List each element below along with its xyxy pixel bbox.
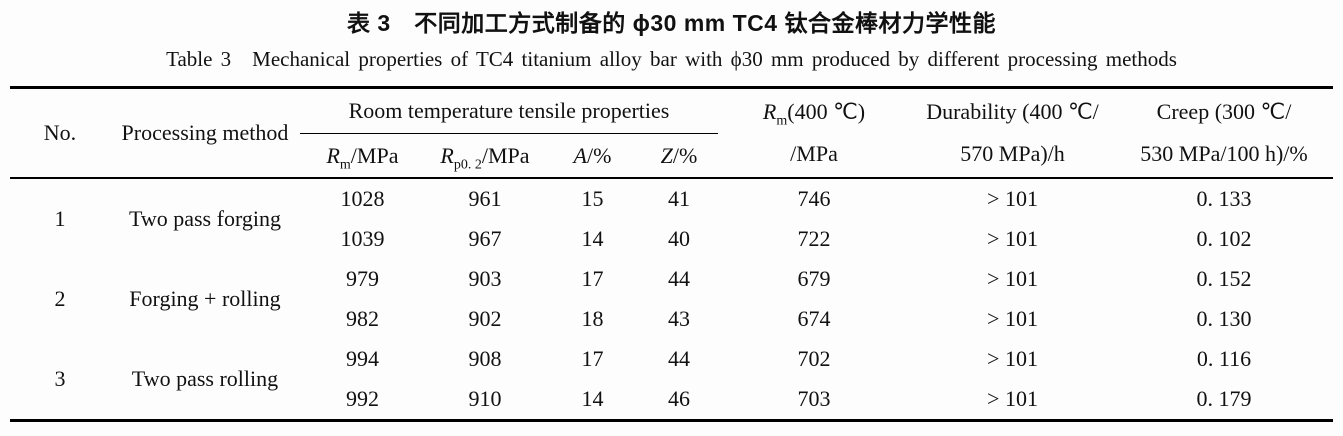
cell-durability: > 101 [987,346,1038,371]
rm-symbol: R [326,142,340,168]
header-rm: Rm/MPa [299,133,425,179]
cell-creep: 0. 130 [1196,306,1252,331]
cell-durability: > 101 [987,266,1038,291]
cell-rm: 994 [345,346,379,371]
header-reduction: Z/% [639,133,719,179]
z-unit: /% [672,142,698,168]
header-rm-400-line1: Rm(400 ℃) [718,91,910,133]
cell-durability: > 101 [987,226,1038,251]
cell-reduction: 40 [667,226,690,251]
cell-reduction: 44 [667,266,690,291]
cell-elongation: 14 [581,386,604,411]
cell-elongation: 18 [581,306,604,331]
rm-400-condition: (400 ℃) [787,99,866,124]
cell-processing-method: Forging + rolling [129,286,281,311]
table-row: 2 Forging + rolling 979 903 17 44 679 > … [10,259,1333,311]
header-rm-400: Rm(400 ℃) /MPa [718,87,911,179]
header-elongation: A/% [544,133,640,179]
cell-rm: 992 [345,386,379,411]
header-creep-line2: 530 MPa/100 h)/% [1140,141,1308,166]
table-row: 1039 967 14 40 722 > 101 0. 102 [10,219,1333,259]
rp02-subscript: p0. 2 [453,156,482,172]
cell-rp02: 961 [468,186,502,211]
table-row: 1 Two pass forging 1028 961 15 41 746 > … [10,178,1333,231]
cell-rp02: 967 [468,226,502,251]
cell-no: 1 [54,206,66,231]
header-no: No. [9,87,110,179]
cell-rm-400: 674 [797,306,831,331]
cell-rp02: 910 [468,386,502,411]
cell-rm-400: 679 [797,266,831,291]
header-creep-line1: Creep (300 ℃/ [1156,99,1292,124]
cell-rp02: 908 [468,346,502,371]
cell-rm: 979 [345,266,379,291]
cell-creep: 0. 133 [1196,186,1252,211]
table-row: 992 910 14 46 703 > 101 0. 179 [10,379,1333,421]
table-row: 982 902 18 43 674 > 101 0. 130 [10,299,1333,339]
header-row-2: Rm/MPa Rp0. 2/MPa A/% Z/% [10,133,1333,179]
header-rp02: Rp0. 2/MPa [424,133,545,179]
cell-elongation: 15 [581,186,604,211]
cell-rm-400: 722 [797,226,831,251]
cell-elongation: 14 [581,226,604,251]
cell-no: 2 [54,286,66,311]
header-processing-method: Processing method [109,87,300,179]
cell-rm-400: 702 [797,346,831,371]
cell-creep: 0. 116 [1196,346,1252,371]
cell-creep: 0. 102 [1196,226,1252,251]
cell-rp02: 903 [468,266,502,291]
header-rm-400-line2: /MPa [790,141,838,166]
rm-subscript: m [776,113,788,129]
header-room-temp-group: Room temperature tensile properties [299,87,719,134]
cell-reduction: 43 [667,306,690,331]
rp02-unit: /MPa [481,142,530,168]
cell-rm-400: 746 [797,186,831,211]
cell-reduction: 44 [667,346,690,371]
table-title-english: Table 3 Mechanical properties of TC4 tit… [166,47,1177,71]
cell-creep: 0. 179 [1196,386,1252,411]
rm-symbol: R [762,99,777,124]
header-durability-line1: Durability (400 ℃/ [926,99,1099,124]
a-unit: /% [586,142,612,168]
cell-processing-method: Two pass rolling [131,366,279,391]
header-durability: Durability (400 ℃/ 570 MPa)/h [910,87,1116,179]
cell-elongation: 17 [581,346,604,371]
rp02-symbol: R [440,142,454,168]
cell-durability: > 101 [987,386,1038,411]
cell-no: 3 [54,366,66,391]
header-creep: Creep (300 ℃/ 530 MPa/100 h)/% [1115,87,1334,179]
header-row-1: No. Processing method Room temperature t… [9,87,1334,179]
cell-reduction: 41 [667,186,690,211]
cell-reduction: 46 [667,386,690,411]
cell-rm: 982 [345,306,379,331]
cell-durability: > 101 [987,306,1038,331]
table-row: 3 Two pass rolling 994 908 17 44 702 > 1… [10,339,1333,391]
header-durability-line2: 570 MPa)/h [960,141,1065,166]
cell-rp02: 902 [468,306,502,331]
z-symbol: Z [660,142,673,168]
table-title-chinese: 表 3 不同加工方式制备的 ϕ30 mm TC4 钛合金棒材力学性能 [347,10,996,36]
cell-rm-400: 703 [797,386,831,411]
cell-durability: > 101 [987,186,1038,211]
cell-processing-method: Two pass forging [128,206,281,231]
cell-rm: 1028 [340,186,385,211]
mechanical-properties-table: No. Processing method Room temperature t… [9,86,1334,422]
cell-elongation: 17 [581,266,604,291]
cell-creep: 0. 152 [1196,266,1252,291]
a-symbol: A [573,142,587,168]
cell-rm: 1039 [340,226,385,251]
rm-subscript: m [339,156,351,172]
rm-unit: /MPa [350,142,399,168]
